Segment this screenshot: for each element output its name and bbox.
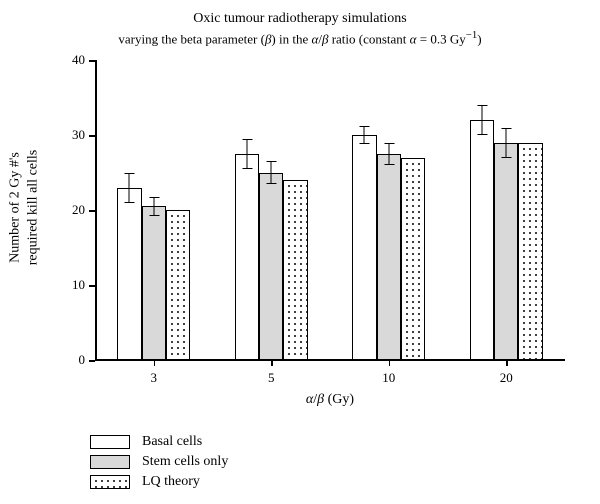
legend-swatch-lq [90,475,130,489]
errorbar-basal [246,139,247,169]
y-axis-label: Number of 2 Gy #'s required kill all cel… [7,108,42,308]
y-tick-label: 10 [59,277,85,293]
bar-lq [401,158,425,361]
x-axis-label: α/β (Gy) [306,392,354,408]
bar-basal [117,188,141,361]
errorbar-stem [388,143,389,166]
bar-lq [166,210,190,360]
legend-item-basal: Basal cells [90,434,228,450]
bar-stem [142,206,166,360]
chart-title-line1: Oxic tumour radiotherapy simulations [0,10,600,28]
x-tick [271,360,273,366]
legend-label: Stem cells only [142,454,228,470]
y-tick [89,60,95,62]
errorbar-basal [129,173,130,203]
legend-label: LQ theory [142,474,200,490]
y-tick [89,135,95,137]
errorbar-stem [506,128,507,158]
legend: Basal cells Stem cells only LQ theory [90,430,228,494]
y-tick [89,285,95,287]
y-axis-label-line1: Number of 2 Gy #'s [7,108,25,308]
legend-swatch-stem [90,455,130,469]
bar-stem [494,143,518,361]
bar-basal [235,154,259,360]
y-tick-label: 0 [59,352,85,368]
x-tick-label: 20 [500,370,513,386]
legend-swatch-basal [90,435,130,449]
errorbar-stem [153,197,154,217]
errorbar-basal [481,105,482,135]
legend-label: Basal cells [142,434,202,450]
plot-area: 010203040351020 [95,60,565,360]
x-tick-label: 5 [268,370,275,386]
x-tick-label: 3 [151,370,158,386]
legend-item-lq: LQ theory [90,474,228,490]
y-tick-label: 40 [59,52,85,68]
chart-title-line2: varying the beta parameter (β) in the α/… [0,28,600,48]
y-tick-label: 30 [59,127,85,143]
y-axis-line [95,60,97,360]
bar-basal [470,120,494,360]
bar-stem [259,173,283,361]
chart-title: Oxic tumour radiotherapy simulations var… [0,10,600,48]
x-tick-label: 10 [382,370,395,386]
y-tick-label: 20 [59,202,85,218]
bar-stem [377,154,401,360]
legend-item-stem: Stem cells only [90,454,228,470]
y-axis-label-line2: required kill all cells [24,108,42,308]
bar-lq [518,143,542,361]
x-tick [154,360,156,366]
x-tick [506,360,508,366]
y-tick [89,210,95,212]
y-tick [89,360,95,362]
errorbar-stem [271,161,272,184]
errorbar-basal [364,126,365,144]
bar-basal [352,135,376,360]
x-tick [389,360,391,366]
bar-lq [283,180,307,360]
